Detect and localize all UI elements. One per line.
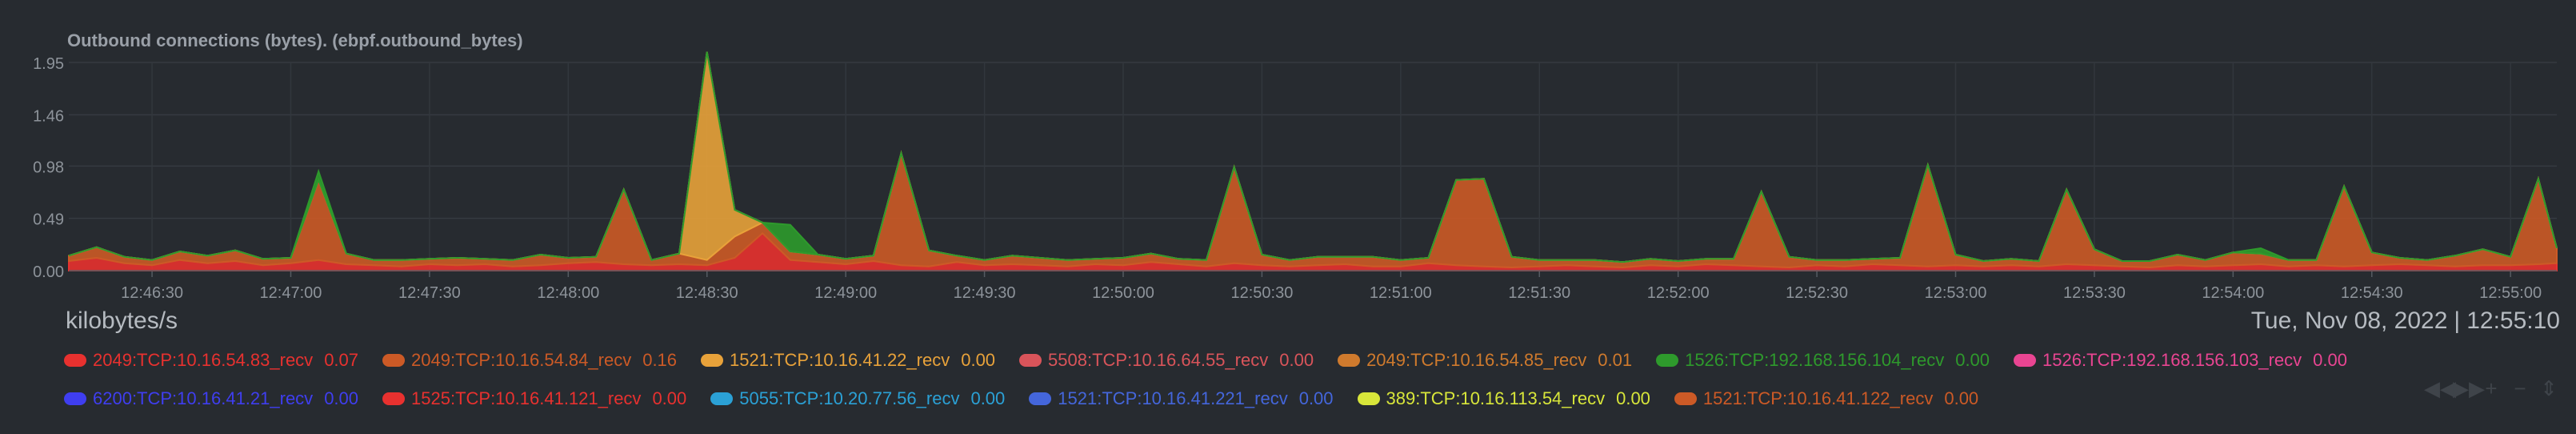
legend-label: 2049:TCP:10.16.54.84_recv xyxy=(411,350,632,370)
series-area xyxy=(68,150,2558,269)
y-tick-label: 0.00 xyxy=(33,263,64,281)
legend-swatch xyxy=(2014,354,2037,367)
x-tick-label: 12:46:30 xyxy=(121,284,183,302)
legend-swatch xyxy=(1338,354,1361,367)
legend-swatch xyxy=(1674,392,1697,405)
legend-swatch xyxy=(1019,354,1042,367)
legend-label: 1521:TCP:10.16.41.122_recv xyxy=(1702,388,1934,408)
legend-item[interactable]: 2049:TCP:10.16.54.83_recv 0.07 xyxy=(64,350,358,371)
zoom-out-icon[interactable]: − xyxy=(2514,376,2526,400)
legend-label: 5508:TCP:10.16.64.55_recv xyxy=(1048,350,1269,370)
legend-item[interactable]: 1521:TCP:10.16.41.122_recv 0.00 xyxy=(1674,388,1978,409)
x-tick-label: 12:54:30 xyxy=(2341,284,2403,302)
x-tick-label: 12:52:00 xyxy=(1647,284,1710,302)
legend-value: 0.00 xyxy=(961,350,996,370)
timestamp-time: 12:55:10 xyxy=(2466,307,2560,334)
legend-swatch xyxy=(1656,354,1679,367)
x-tick-label: 12:48:00 xyxy=(537,284,599,302)
area-chart[interactable]: 1.95 1.46 0.98 0.49 0.00 12:46:30 12:47:00 12:4… xyxy=(0,0,2576,304)
forward-icon[interactable]: ▶▶ xyxy=(2453,376,2485,400)
x-tick-label: 12:55:00 xyxy=(2479,284,2542,302)
chart-toolbar: ◀◀ ▶▶ + − ⇕ xyxy=(2424,376,2558,401)
legend-label: 389:TCP:10.16.113.54_recv xyxy=(1386,388,1606,408)
legend-item[interactable]: 2049:TCP:10.16.54.85_recv 0.01 xyxy=(1338,350,1632,371)
legend-swatch xyxy=(701,354,724,367)
legend-label: 2049:TCP:10.16.54.83_recv xyxy=(93,350,314,370)
series-area xyxy=(68,51,2558,263)
legend-label: 2049:TCP:10.16.54.85_recv xyxy=(1366,350,1587,370)
legend-label: 5055:TCP:10.20.77.56_recv xyxy=(739,388,960,408)
legend-item[interactable]: 1526:TCP:192.168.156.104_recv 0.00 xyxy=(1656,350,1990,371)
x-tick-label: 12:49:00 xyxy=(814,284,877,302)
units-label: kilobytes/s xyxy=(66,307,178,334)
y-tick-label: 1.46 xyxy=(33,107,64,125)
legend-label: 1521:TCP:10.16.41.221_recv xyxy=(1058,388,1288,408)
x-tick-label: 12:52:30 xyxy=(1786,284,1848,302)
x-tick-label: 12:54:00 xyxy=(2202,284,2264,302)
legend-label: 1526:TCP:192.168.156.103_recv xyxy=(2042,350,2302,370)
legend-item[interactable]: 1525:TCP:10.16.41.121_recv 0.00 xyxy=(382,388,686,409)
x-tick-label: 12:51:30 xyxy=(1508,284,1570,302)
legend-item[interactable]: 5508:TCP:10.16.64.55_recv 0.00 xyxy=(1019,350,1314,371)
legend-item[interactable]: 1521:TCP:10.16.41.221_recv 0.00 xyxy=(1029,388,1334,409)
x-tick-label: 12:50:00 xyxy=(1092,284,1154,302)
chart-title: Outbound connections (bytes). (ebpf.outb… xyxy=(67,30,523,50)
legend-swatch xyxy=(1029,392,1052,405)
x-tick-label: 12:47:00 xyxy=(260,284,322,302)
legend-swatch xyxy=(64,354,86,367)
timestamp-date: Tue, Nov 08, 2022 xyxy=(2250,307,2448,334)
legend-label: 1525:TCP:10.16.41.121_recv xyxy=(411,388,642,408)
legend: 2049:TCP:10.16.54.83_recv 0.07 2049:TCP:10… xyxy=(64,341,2384,418)
y-tick-label: 1.95 xyxy=(33,55,64,73)
legend-item[interactable]: 2049:TCP:10.16.54.84_recv 0.16 xyxy=(382,350,677,371)
zoom-in-icon[interactable]: + xyxy=(2485,376,2498,400)
series-area xyxy=(68,51,2558,263)
legend-value: 0.16 xyxy=(642,350,678,370)
legend-row: 6200:TCP:10.16.41.21_recv 0.00 1525:TCP:10… xyxy=(64,380,2384,418)
legend-label: 1526:TCP:192.168.156.104_recv xyxy=(1685,350,1945,370)
timestamp: Tue, Nov 08, 2022 | 12:55:10 xyxy=(2251,307,2560,335)
legend-value: 0.07 xyxy=(324,350,359,370)
legend-swatch xyxy=(710,392,734,405)
legend-value: 0.00 xyxy=(1298,388,1334,408)
x-tick-label: 12:53:30 xyxy=(2063,284,2126,302)
legend-item[interactable]: 1521:TCP:10.16.41.22_recv 0.00 xyxy=(701,350,995,371)
resize-icon[interactable]: ⇕ xyxy=(2540,376,2558,400)
legend-item[interactable]: 389:TCP:10.16.113.54_recv 0.00 xyxy=(1357,388,1650,409)
legend-value: 0.00 xyxy=(652,388,687,408)
legend-item[interactable]: 6200:TCP:10.16.41.21_recv 0.00 xyxy=(64,388,358,409)
legend-value: 0.00 xyxy=(1955,350,1990,370)
legend-value: 0.00 xyxy=(324,388,359,408)
legend-value: 0.00 xyxy=(970,388,1006,408)
x-tick-label: 12:49:30 xyxy=(954,284,1016,302)
legend-swatch xyxy=(1357,392,1380,405)
timestamp-separator: | xyxy=(2454,307,2461,334)
legend-label: 6200:TCP:10.16.41.21_recv xyxy=(93,388,314,408)
x-tick-label: 12:50:30 xyxy=(1230,284,1293,302)
legend-item[interactable]: 5055:TCP:10.20.77.56_recv 0.00 xyxy=(710,388,1005,409)
x-tick-label: 12:51:00 xyxy=(1370,284,1432,302)
y-tick-label: 0.49 xyxy=(33,211,64,229)
legend-swatch xyxy=(382,392,406,405)
legend-value: 0.00 xyxy=(1279,350,1314,370)
x-tick-label: 12:53:00 xyxy=(1925,284,1987,302)
legend-swatch xyxy=(382,354,406,367)
legend-row: 2049:TCP:10.16.54.83_recv 0.07 2049:TCP:10… xyxy=(64,341,2384,380)
legend-value: 0.00 xyxy=(2313,350,2347,370)
legend-swatch xyxy=(64,392,86,405)
legend-value: 0.01 xyxy=(1598,350,1633,370)
legend-item[interactable]: 1526:TCP:192.168.156.103_recv 0.00 xyxy=(2014,350,2347,371)
x-tick-label: 12:47:30 xyxy=(398,284,461,302)
y-tick-label: 0.98 xyxy=(33,159,64,176)
legend-label: 1521:TCP:10.16.41.22_recv xyxy=(730,350,950,370)
x-tick-label: 12:48:30 xyxy=(676,284,738,302)
backward-icon[interactable]: ◀◀ xyxy=(2424,376,2456,400)
legend-value: 0.00 xyxy=(1944,388,1979,408)
legend-value: 0.00 xyxy=(1616,388,1650,408)
